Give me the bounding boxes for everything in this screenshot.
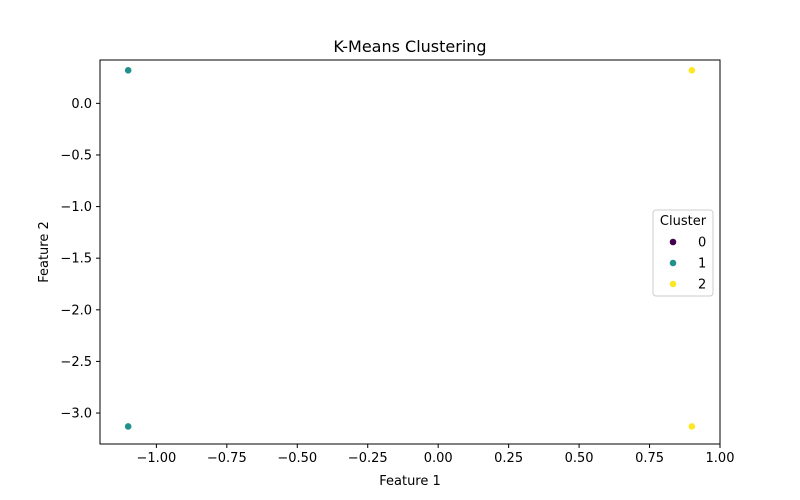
y-tick-label: −1.0: [60, 200, 92, 215]
x-tick-label: −0.25: [348, 451, 388, 466]
x-tick-label: 0.00: [424, 451, 453, 466]
data-points: [124, 66, 696, 431]
legend-box: [652, 209, 714, 297]
x-axis-ticks: −1.00 −0.75 −0.50 −0.25 0.00 0.25 0.50 0.75 1.00: [136, 444, 734, 466]
y-axis-ticks: 0.0 −0.5 −1.0 −1.5 −2.0 −2.5 −3.0: [60, 97, 100, 422]
data-point-cluster-2: [687, 422, 696, 431]
y-tick-label: −3.0: [60, 407, 92, 422]
legend-marker-2: [669, 280, 677, 288]
x-tick-label: −1.00: [136, 451, 176, 466]
x-tick-label: 0.75: [635, 451, 664, 466]
x-tick-label: 0.50: [565, 451, 594, 466]
legend-entries: 0 1 2: [669, 236, 706, 293]
chart-title: K-Means Clustering: [333, 37, 486, 56]
x-tick-label: 0.25: [494, 451, 523, 466]
y-tick-label: 0.0: [71, 97, 92, 112]
y-tick-label: −2.0: [60, 303, 92, 318]
legend-label-2: 2: [698, 278, 706, 293]
x-tick-label: −0.75: [207, 451, 247, 466]
plot-area: [99, 59, 721, 445]
legend-label-0: 0: [698, 236, 706, 251]
y-axis-label: Feature 2: [37, 221, 52, 283]
legend: Cluster 0 1 2: [652, 209, 714, 297]
x-tick-label: −0.50: [277, 451, 317, 466]
legend-title: Cluster: [660, 214, 707, 229]
legend-marker-1: [669, 259, 677, 267]
y-tick-label: −2.5: [60, 355, 92, 370]
data-point-cluster-1: [124, 66, 133, 75]
x-tick-label: 1.00: [706, 451, 735, 466]
y-tick-label: −0.5: [60, 148, 92, 163]
data-point-cluster-2: [687, 66, 696, 75]
legend-marker-0: [669, 238, 677, 246]
y-tick-label: −1.5: [60, 252, 92, 267]
legend-label-1: 1: [698, 257, 706, 272]
x-axis-label: Feature 1: [379, 474, 441, 489]
data-point-cluster-1: [124, 422, 133, 431]
